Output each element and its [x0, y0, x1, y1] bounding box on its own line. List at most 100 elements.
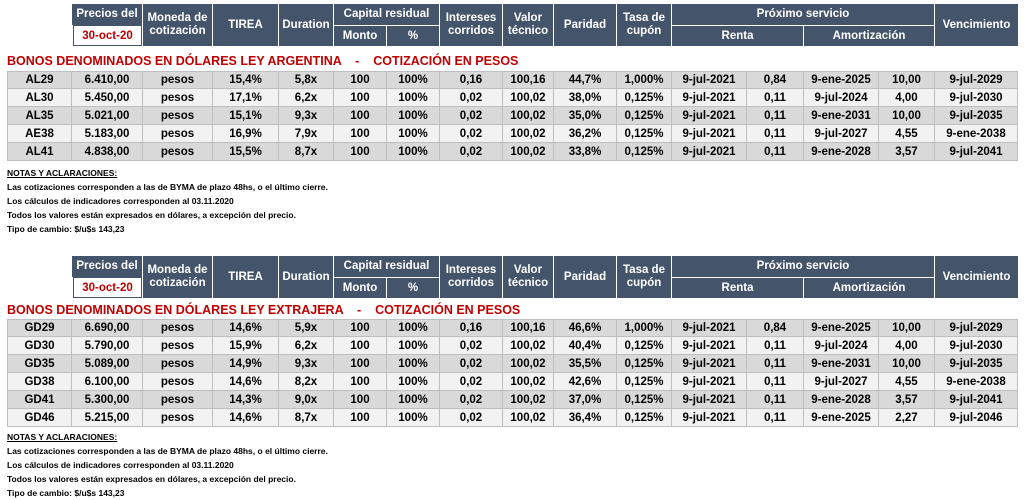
pct-cell: 100% [387, 107, 440, 125]
tirea-cell: 14,6% [213, 373, 279, 391]
tasa-cupon-cell: 0,125% [617, 337, 672, 355]
vencimiento-cell: 9-ene-2038 [935, 373, 1018, 391]
tirea-cell: 14,6% [213, 409, 279, 427]
bond-ticker-cell: AL29 [7, 71, 72, 89]
intereses-cell: 0,02 [440, 337, 503, 355]
tirea-cell: 16,9% [213, 125, 279, 143]
renta-amount-cell: 0,11 [747, 125, 804, 143]
table-row: GD29 6.690,00 pesos 14,6% 5,9x 100 100% 0,16 100… [0, 319, 1018, 337]
currency-cell: pesos [143, 337, 213, 355]
renta-amount-cell: 0,11 [747, 337, 804, 355]
intereses-cell: 0,02 [440, 355, 503, 373]
tasa-cupon-cell: 0,125% [617, 107, 672, 125]
tasa-cupon-cell: 1,000% [617, 71, 672, 89]
table-header: Precios del 30-oct-20 Moneda de cotizaci… [72, 4, 1018, 46]
header-duration: Duration [279, 4, 334, 46]
amortizacion-amount-cell: 10,00 [879, 355, 935, 373]
notes: NOTAS Y ACLARACIONES: Las cotizaciones c… [7, 167, 328, 236]
bond-ticker-cell: GD30 [7, 337, 72, 355]
note-line: Todos los valores están expresados en dó… [7, 210, 296, 220]
renta-date-cell: 9-jul-2021 [672, 107, 747, 125]
renta-amount-cell: 0,11 [747, 391, 804, 409]
section-ley-argentina: Precios del 30-oct-20 Moneda de cotizaci… [0, 0, 1024, 240]
renta-date-cell: 9-jul-2021 [672, 125, 747, 143]
vencimiento-cell: 9-jul-2035 [935, 107, 1018, 125]
table-row: AL29 6.410,00 pesos 15,4% 5,8x 100 100% 0,16 100… [0, 71, 1018, 89]
monto-cell: 100 [334, 125, 387, 143]
bond-ticker-cell: GD29 [7, 319, 72, 337]
intereses-cell: 0,02 [440, 125, 503, 143]
tasa-cupon-cell: 0,125% [617, 143, 672, 161]
note-line: Todos los valores están expresados en dó… [7, 474, 296, 484]
tirea-cell: 14,6% [213, 319, 279, 337]
tirea-cell: 14,3% [213, 391, 279, 409]
renta-amount-cell: 0,11 [747, 107, 804, 125]
intereses-cell: 0,02 [440, 107, 503, 125]
paridad-cell: 35,0% [554, 107, 617, 125]
price-cell: 4.838,00 [72, 143, 143, 161]
bond-ticker-cell: AE38 [7, 125, 72, 143]
header-tirea: TIREA [213, 256, 279, 298]
amortizacion-date-cell: 9-ene-2031 [804, 355, 879, 373]
section-title: BONOS DENOMINADOS EN DÓLARES LEY EXTRAJE… [7, 303, 521, 317]
renta-date-cell: 9-jul-2021 [672, 409, 747, 427]
tirea-cell: 15,4% [213, 71, 279, 89]
price-cell: 6.100,00 [72, 373, 143, 391]
duration-cell: 6,2x [279, 337, 334, 355]
valor-tecnico-cell: 100,02 [503, 337, 554, 355]
duration-cell: 8,7x [279, 409, 334, 427]
bond-ticker-cell: GD41 [7, 391, 72, 409]
intereses-cell: 0,02 [440, 89, 503, 107]
header-precios-del: Precios del [72, 4, 143, 25]
renta-amount-cell: 0,11 [747, 373, 804, 391]
table-row: AL35 5.021,00 pesos 15,1% 9,3x 100 100% 0,02 100… [0, 107, 1018, 125]
bond-ticker-cell: AL30 [7, 89, 72, 107]
header-amortizacion: Amortización [804, 25, 935, 46]
header-intereses: Intereses corridos [440, 256, 503, 298]
duration-cell: 8,2x [279, 373, 334, 391]
header-proximo-servicio: Próximo servicio [672, 256, 935, 277]
notes: NOTAS Y ACLARACIONES: Las cotizaciones c… [7, 431, 328, 500]
duration-cell: 5,9x [279, 319, 334, 337]
tasa-cupon-cell: 0,125% [617, 391, 672, 409]
monto-cell: 100 [334, 373, 387, 391]
section-title: BONOS DENOMINADOS EN DÓLARES LEY ARGENTI… [7, 54, 519, 68]
table-header: Precios del 30-oct-20 Moneda de cotizaci… [72, 256, 1018, 298]
note-line: Los cálculos de indicadores corresponden… [7, 460, 234, 470]
bond-ticker-cell: AL41 [7, 143, 72, 161]
header-renta: Renta [672, 277, 804, 298]
bond-ticker-cell: GD38 [7, 373, 72, 391]
renta-date-cell: 9-jul-2021 [672, 319, 747, 337]
header-pct: % [387, 25, 440, 46]
header-intereses: Intereses corridos [440, 4, 503, 46]
header-vencimiento: Vencimiento [935, 256, 1018, 298]
price-cell: 5.021,00 [72, 107, 143, 125]
duration-cell: 9,0x [279, 391, 334, 409]
bond-ticker-cell: GD46 [7, 409, 72, 427]
tirea-cell: 17,1% [213, 89, 279, 107]
header-price-date: 30-oct-20 [73, 25, 142, 46]
vencimiento-cell: 9-ene-2038 [935, 125, 1018, 143]
pct-cell: 100% [387, 319, 440, 337]
valor-tecnico-cell: 100,02 [503, 143, 554, 161]
vencimiento-cell: 9-jul-2041 [935, 391, 1018, 409]
paridad-cell: 44,7% [554, 71, 617, 89]
currency-cell: pesos [143, 71, 213, 89]
amortizacion-amount-cell: 4,00 [879, 89, 935, 107]
paridad-cell: 40,4% [554, 337, 617, 355]
tasa-cupon-cell: 0,125% [617, 125, 672, 143]
amortizacion-date-cell: 9-ene-2028 [804, 143, 879, 161]
note-line: Las cotizaciones corresponden a las de B… [7, 446, 328, 456]
tasa-cupon-cell: 0,125% [617, 409, 672, 427]
table-row: GD30 5.790,00 pesos 15,9% 6,2x 100 100% 0,02 100… [0, 337, 1018, 355]
price-cell: 5.215,00 [72, 409, 143, 427]
monto-cell: 100 [334, 107, 387, 125]
currency-cell: pesos [143, 373, 213, 391]
table-row: GD46 5.215,00 pesos 14,6% 8,7x 100 100% 0,02 100… [0, 409, 1018, 427]
price-cell: 5.300,00 [72, 391, 143, 409]
valor-tecnico-cell: 100,02 [503, 125, 554, 143]
vencimiento-cell: 9-jul-2029 [935, 319, 1018, 337]
renta-amount-cell: 0,84 [747, 71, 804, 89]
renta-date-cell: 9-jul-2021 [672, 391, 747, 409]
